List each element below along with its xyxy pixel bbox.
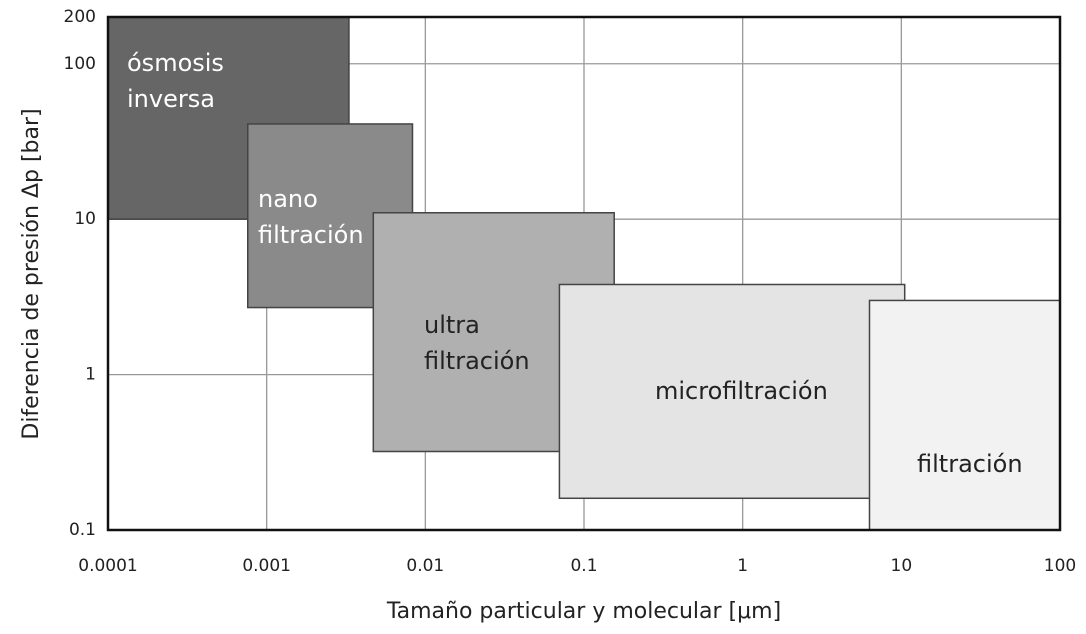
y-tick-label: 10 [74,209,96,229]
region-label: filtración [424,347,530,375]
region-label: nano [258,185,318,213]
region-label: microfiltración [655,377,828,405]
x-tick-label: 100 [1044,556,1076,576]
y-axis-label: Diferencia de presión Δp [bar] [19,108,44,439]
labels: 0.0001 0.001 0.01 0.1 1 10 100 0.1 1 10 100 200 ósmo… [64,7,1077,576]
x-tick-label: 0.0001 [78,556,137,576]
x-tick-label: 0.01 [406,556,444,576]
x-tick-label: 0.001 [242,556,291,576]
x-axis-label: Tamaño particular y molecular [μm] [386,599,781,624]
x-tick-label: 1 [737,556,748,576]
x-tick-label: 10 [891,556,913,576]
regions [107,16,1061,531]
region-label: filtración [258,221,364,249]
region-label: ultra [424,311,480,339]
region-label: filtración [917,450,1023,478]
region [868,299,1061,531]
x-tick-label: 0.1 [570,556,597,576]
y-tick-label: 100 [64,54,96,74]
region-label: inversa [127,85,215,113]
plot-frame [106,15,1062,532]
region [558,283,906,500]
y-tick-label: 0.1 [69,520,96,540]
region-label: ósmosis [127,49,224,77]
y-tick-label: 200 [64,7,96,27]
y-tick-label: 1 [85,365,96,385]
